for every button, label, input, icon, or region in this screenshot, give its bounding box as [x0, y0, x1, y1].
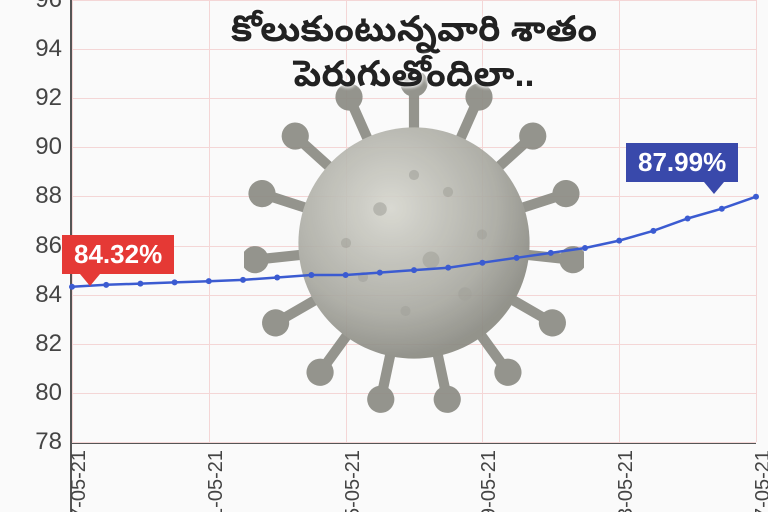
data-marker	[719, 206, 725, 212]
data-marker	[343, 272, 349, 278]
data-marker	[69, 284, 75, 290]
data-marker	[411, 267, 417, 273]
y-tick-label: 80	[35, 379, 72, 407]
data-marker	[172, 279, 178, 285]
x-tick-label: 15-05-21	[342, 450, 365, 512]
data-marker	[514, 255, 520, 261]
grid-line-v	[756, 0, 757, 442]
grid-line-h	[72, 442, 756, 443]
data-marker	[616, 238, 622, 244]
data-marker	[685, 216, 691, 222]
data-marker	[103, 282, 109, 288]
data-marker	[479, 260, 485, 266]
plot-area: కోలుకుంటున్నవారి శాతం పెరుగుతోందిలా.. 84…	[72, 0, 756, 442]
data-marker	[240, 277, 246, 283]
y-tick-label: 94	[35, 35, 72, 63]
data-marker	[582, 245, 588, 251]
x-tick-label: 23-05-21	[615, 450, 638, 512]
x-tick-label: 11-05-21	[205, 450, 228, 512]
chart-title: కోలుకుంటున్నవారి శాతం పెరుగుతోందిలా..	[72, 6, 756, 96]
data-marker	[308, 272, 314, 278]
data-marker	[377, 270, 383, 276]
x-tick-label: 19-05-21	[478, 450, 501, 512]
title-line-1: కోలుకుంటున్నవారి శాతం	[231, 8, 597, 49]
end-value-label: 87.99%	[626, 143, 738, 182]
y-tick-label: 82	[35, 330, 72, 358]
x-tick-label: 07-05-21	[68, 450, 91, 512]
data-marker	[206, 278, 212, 284]
y-tick-label: 88	[35, 182, 72, 210]
y-tick-label: 92	[35, 84, 72, 112]
recovery-rate-chart: కోలుకుంటున్నవారి శాతం పెరుగుతోందిలా.. 84…	[0, 0, 768, 512]
y-tick-label: 90	[35, 133, 72, 161]
data-marker	[137, 281, 143, 287]
data-marker	[548, 250, 554, 256]
data-marker	[650, 228, 656, 234]
start-value-label: 84.32%	[62, 235, 174, 274]
x-tick-label: 27-05-21	[752, 450, 768, 512]
title-line-2: పెరుగుతోందిలా..	[293, 53, 534, 94]
y-tick-label: 96	[35, 0, 72, 14]
data-marker	[274, 274, 280, 280]
data-marker	[753, 194, 759, 200]
y-tick-label: 78	[35, 428, 72, 456]
y-tick-label: 84	[35, 281, 72, 309]
data-marker	[445, 265, 451, 271]
data-line	[72, 197, 756, 287]
